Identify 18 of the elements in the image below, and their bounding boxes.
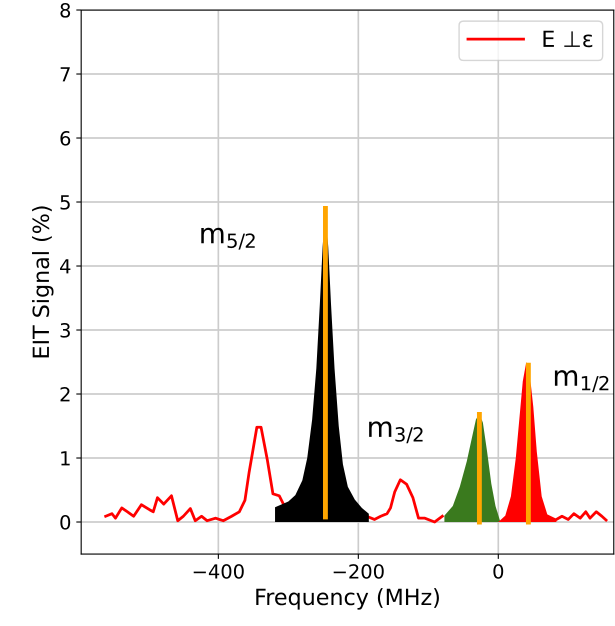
y-tick-label: 6 (60, 130, 70, 146)
y-tick-label: 4 (60, 259, 70, 274)
y-tick-label: 2 (60, 386, 70, 402)
x-tick-label: 0 (493, 564, 504, 579)
annotation: m$_{1/2}$ (554, 370, 608, 392)
legend-label: E ⊥ε (543, 30, 592, 48)
y-tick-label: 3 (60, 322, 70, 338)
y-tick-label: 8 (60, 2, 70, 18)
x-tick-label: −400 (194, 564, 244, 579)
y-tick-label: 7 (60, 67, 70, 82)
y-tick-label: 1 (61, 451, 70, 466)
y-tick-label: 0 (60, 514, 70, 530)
y-axis-title: EIT Signal (%) (32, 206, 54, 358)
annotation: m$_{5/2}$ (201, 228, 255, 250)
x-tick-label: −200 (334, 564, 384, 579)
y-tick-label: 5 (60, 195, 70, 210)
x-axis-title: Frequency (MHz) (256, 588, 439, 610)
annotation: m$_{3/2}$ (369, 421, 423, 444)
